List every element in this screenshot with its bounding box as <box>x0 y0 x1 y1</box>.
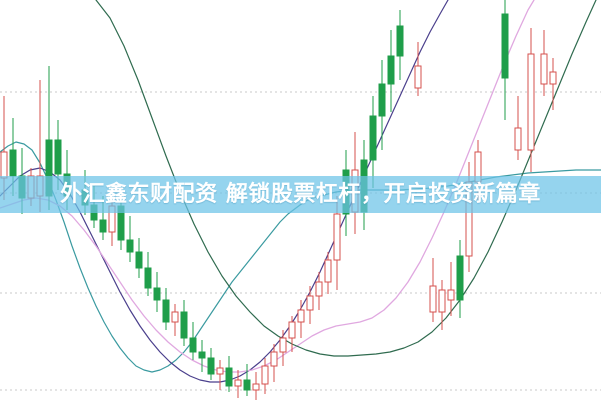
candle-body-up <box>171 311 179 323</box>
candle-body-up <box>252 383 260 391</box>
candle-body-down <box>99 219 107 233</box>
candle-body-down <box>180 311 188 339</box>
candle-body-up <box>234 379 242 387</box>
candle-body-down <box>162 299 170 323</box>
candle-body-down <box>396 25 404 57</box>
candle-body-up <box>527 53 535 151</box>
candle-body-down <box>387 55 395 85</box>
candle-body-up <box>279 337 287 353</box>
candle-body-down <box>225 367 233 387</box>
candle-body-up <box>447 289 455 301</box>
candle-body-up <box>414 65 422 89</box>
title-banner-strip: 外汇鑫东财配资 解锁股票杠杆，开启投资新篇章 <box>0 176 601 213</box>
candle-body-down <box>207 357 215 375</box>
banner-title-text: 外汇鑫东财配资 解锁股票杠杆，开启投资新篇章 <box>60 181 541 207</box>
candle-body-up <box>216 367 224 375</box>
candle-body-down <box>144 267 152 289</box>
candle-body-down <box>126 239 134 253</box>
candle-body-down <box>9 149 17 177</box>
candle-body-down <box>135 251 143 269</box>
candle-body-down <box>378 83 386 117</box>
candle-body-up <box>0 151 8 179</box>
candle-body-up <box>306 295 314 311</box>
candle-body-down <box>153 287 161 301</box>
candle-body-up <box>549 71 557 85</box>
candle-body-up <box>270 351 278 367</box>
candle-body-up <box>297 309 305 323</box>
candle-body-down <box>198 351 206 359</box>
candle-body-up <box>261 365 269 385</box>
candle-body-down <box>189 337 197 353</box>
candle-body-down <box>243 379 251 391</box>
candle-body-down <box>369 115 377 161</box>
candle-body-up <box>324 259 332 283</box>
candle-body-up <box>514 127 522 151</box>
candle-body-up <box>288 321 296 339</box>
candle-body-down <box>501 13 509 79</box>
candle-body-up <box>540 53 548 85</box>
candle-body-up <box>333 213 341 261</box>
candle-body-up <box>429 285 437 313</box>
candle-body-up <box>438 289 446 313</box>
candle-body-down <box>54 139 62 175</box>
candle-body-up <box>315 281 323 297</box>
candle-body-down <box>456 255 464 301</box>
